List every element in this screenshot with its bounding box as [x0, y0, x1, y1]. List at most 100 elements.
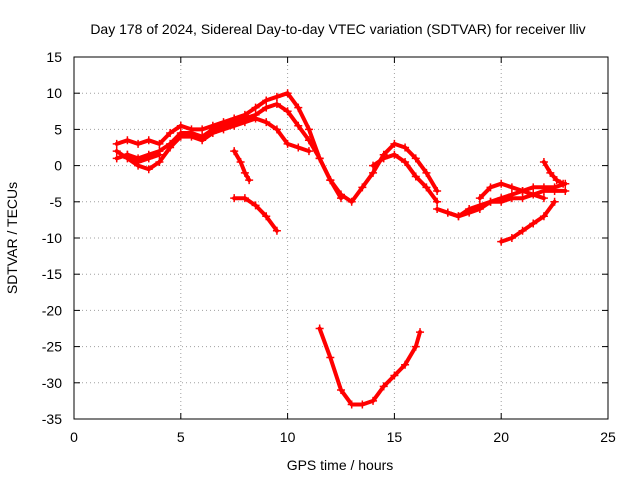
- data-point: [272, 125, 281, 134]
- data-point: [262, 96, 271, 105]
- data-point: [208, 129, 217, 138]
- data-series-5: [230, 147, 254, 185]
- data-point: [422, 168, 431, 177]
- data-point: [497, 197, 506, 206]
- data-point: [358, 400, 367, 409]
- data-point: [433, 186, 442, 195]
- x-tick-label: 15: [387, 429, 403, 445]
- data-point: [219, 125, 228, 134]
- data-point: [347, 400, 356, 409]
- data-point: [240, 168, 249, 177]
- data-point: [294, 143, 303, 152]
- data-point: [198, 125, 207, 134]
- data-series-13: [539, 157, 568, 188]
- y-tick-label: 15: [46, 49, 62, 65]
- y-tick-label: -30: [42, 375, 62, 391]
- data-point: [155, 157, 164, 166]
- series-trace: [114, 102, 343, 201]
- data-point: [262, 212, 271, 221]
- data-point: [379, 154, 388, 163]
- y-tick-label: -5: [50, 194, 63, 210]
- data-point: [561, 186, 570, 195]
- data-point: [304, 147, 313, 156]
- data-point: [144, 154, 153, 163]
- data-series-4: [123, 150, 164, 166]
- data-point: [272, 92, 281, 101]
- data-point: [236, 157, 245, 166]
- data-point: [433, 205, 442, 214]
- data-point: [230, 194, 239, 203]
- data-point: [337, 386, 345, 395]
- data-point: [251, 103, 260, 112]
- data-point: [294, 103, 303, 112]
- data-point: [176, 132, 185, 141]
- data-point: [144, 136, 153, 145]
- data-point: [123, 150, 132, 159]
- series-trace: [232, 149, 252, 183]
- data-point: [552, 176, 561, 185]
- data-point: [272, 226, 281, 235]
- data-point: [401, 157, 410, 166]
- data-point: [369, 168, 378, 177]
- data-point: [539, 194, 548, 203]
- data-point: [411, 172, 420, 181]
- x-tick-label: 25: [600, 429, 616, 445]
- data-point: [401, 360, 410, 369]
- data-point: [539, 212, 548, 221]
- data-point: [411, 342, 420, 351]
- data-point: [230, 147, 239, 156]
- data-point: [315, 154, 324, 163]
- chart-title: Day 178 of 2024, Sidereal Day-to-day VTE…: [90, 21, 585, 37]
- data-point: [422, 183, 431, 192]
- data-point: [326, 176, 335, 185]
- data-series-8: [369, 150, 442, 206]
- data-point: [326, 353, 335, 362]
- data-point: [112, 147, 121, 156]
- data-point: [529, 219, 538, 228]
- data-point: [411, 154, 420, 163]
- data-point: [123, 136, 132, 145]
- data-point: [166, 143, 175, 152]
- data-series-12: [497, 197, 559, 246]
- data-point: [518, 226, 527, 235]
- data-point: [486, 183, 495, 192]
- data-point: [550, 197, 559, 206]
- data-point: [347, 197, 356, 206]
- data-point: [454, 212, 463, 221]
- data-point: [475, 194, 484, 203]
- data-point: [283, 107, 292, 116]
- data-point: [155, 139, 164, 148]
- data-series-6: [230, 194, 281, 235]
- data-point: [166, 129, 175, 138]
- data-point: [358, 183, 367, 192]
- data-point: [465, 205, 474, 214]
- data-point: [144, 165, 153, 174]
- data-point: [507, 194, 516, 203]
- series-trace: [499, 199, 557, 244]
- data-point: [245, 176, 254, 185]
- data-point: [240, 194, 249, 203]
- data-point: [546, 168, 555, 177]
- data-series-10: [443, 186, 570, 221]
- grid-lines: [74, 57, 608, 419]
- data-point: [539, 186, 548, 195]
- y-tick-label: -10: [42, 230, 62, 246]
- y-tick-label: 5: [54, 121, 62, 137]
- data-point: [294, 121, 303, 130]
- data-point: [155, 150, 164, 159]
- data-point: [518, 194, 527, 203]
- data-point: [304, 125, 313, 134]
- data-point: [559, 179, 568, 188]
- data-point: [443, 208, 452, 217]
- data-point: [497, 179, 506, 188]
- data-point: [539, 157, 548, 166]
- data-point: [379, 382, 388, 391]
- data-point: [283, 139, 292, 148]
- data-series-11: [475, 179, 548, 203]
- data-point: [230, 121, 239, 130]
- data-point: [433, 197, 442, 206]
- data-point: [272, 100, 281, 109]
- x-tick-label: 5: [177, 429, 185, 445]
- x-axis-label: GPS time / hours: [287, 457, 394, 473]
